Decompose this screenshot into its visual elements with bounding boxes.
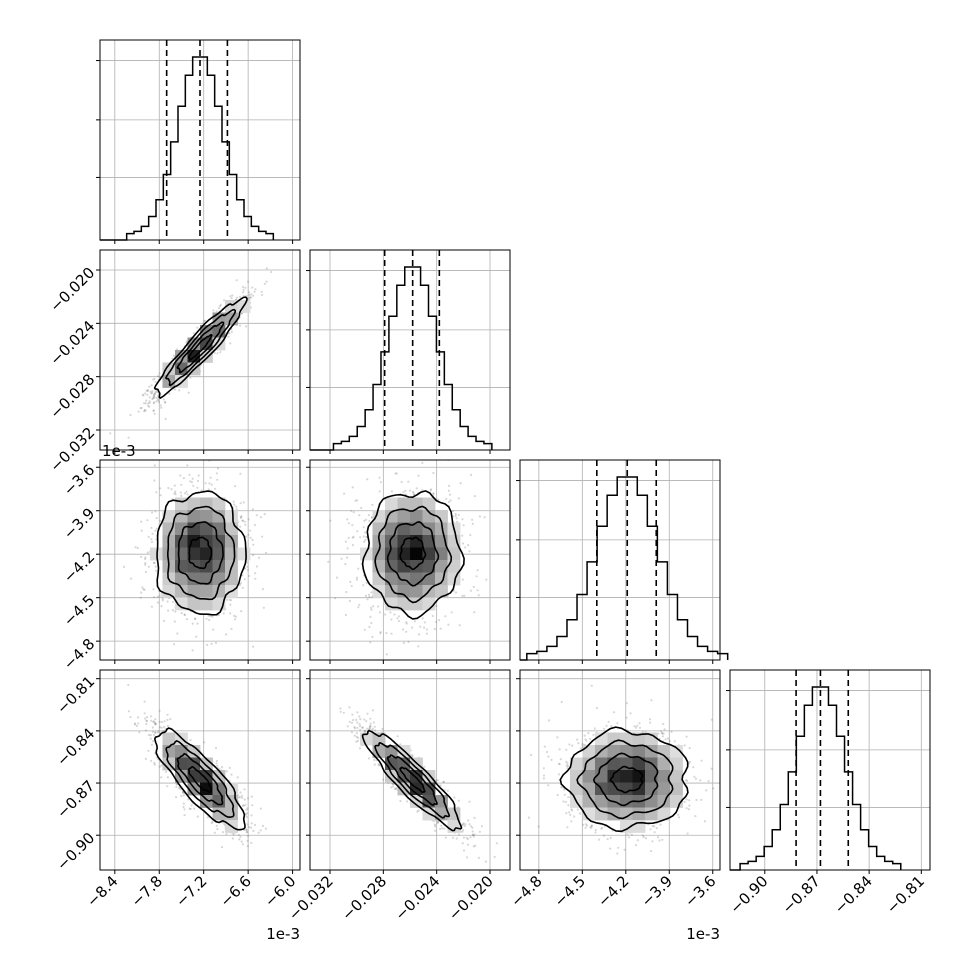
x-tick-label: −0.81: [883, 872, 928, 917]
x-tick-label: −8.4: [83, 872, 121, 910]
y-offset-label: 1e-3: [102, 442, 136, 460]
x-tick-label: −4.2: [594, 872, 632, 910]
y-tick-label: −0.024: [46, 317, 98, 369]
scatter-panel-3-2: [306, 452, 510, 664]
y-tick-label: −0.020: [46, 264, 98, 316]
y-tick-label: −0.84: [53, 725, 98, 770]
x-tick-label: −6.6: [216, 872, 254, 910]
x-tick-label: −3.6: [681, 872, 719, 910]
axes-frame: [310, 250, 510, 450]
density-cells: [360, 498, 460, 611]
scatter-panel-2-1: [96, 250, 300, 454]
y-tick-label: −0.90: [53, 829, 98, 874]
y-tick-label: −0.81: [53, 672, 98, 717]
y-tick-label: −4.8: [60, 635, 98, 673]
x-axis-labels-col-4: −0.90−0.87−0.84−0.81: [726, 872, 928, 917]
x-tick-label: −7.8: [128, 872, 166, 910]
x-offset-label: 1e-3: [686, 925, 720, 943]
x-tick-label: −7.2: [172, 872, 210, 910]
histogram-panel-4: [726, 670, 930, 874]
y-axis-labels-row-4: −0.90 −0.87 −0.84 −0.81: [53, 672, 98, 874]
scatter-panel-3-1: [96, 441, 300, 664]
histogram-4: [730, 687, 901, 870]
x-axis-labels-col-3: −4.8−4.5−4.2−3.9−3.6 1e-3: [507, 872, 720, 943]
y-tick-label: −3.9: [60, 504, 98, 542]
y-axis-labels-row-3: −4.8−4.5−4.2−3.9−3.61e-3: [60, 442, 136, 673]
x-tick-label: −4.8: [507, 872, 545, 910]
y-tick-label: −0.87: [53, 777, 98, 822]
scatter-panel-4-3: [516, 670, 726, 874]
x-tick-label: −0.020: [445, 872, 497, 924]
x-tick-label: −0.87: [779, 872, 824, 917]
axes-frame: [520, 460, 720, 660]
axes-frame: [730, 670, 930, 870]
y-tick-label: −0.028: [46, 370, 98, 422]
y-tick-label: −4.5: [60, 591, 98, 629]
x-tick-label: −0.84: [831, 872, 876, 917]
x-axis-labels-col-2: −0.032−0.028−0.024−0.020: [285, 872, 497, 924]
y-axis-labels-row-2: −0.032−0.028−0.024−0.020: [46, 264, 98, 476]
scatter-panel-4-1: [96, 670, 300, 874]
histogram-1: [100, 57, 273, 240]
x-offset-label: 1e-3: [266, 925, 300, 943]
x-tick-label: −4.5: [551, 872, 589, 910]
x-tick-label: −0.024: [392, 872, 444, 924]
x-tick-label: −0.028: [338, 872, 390, 924]
histogram-3: [520, 477, 728, 660]
histogram-panel-1: [96, 40, 300, 244]
histogram-panel-2: [306, 250, 510, 454]
histogram-2: [310, 267, 492, 450]
scatter-panel-4-2: [306, 670, 510, 874]
x-axis-labels-col-1: −8.4−7.8−7.2−6.6−6.01e-3: [83, 872, 300, 943]
x-tick-label: −0.90: [726, 872, 771, 917]
x-tick-label: −3.9: [638, 872, 676, 910]
y-tick-label: −4.2: [60, 548, 98, 586]
histogram-panel-3: [516, 460, 728, 664]
